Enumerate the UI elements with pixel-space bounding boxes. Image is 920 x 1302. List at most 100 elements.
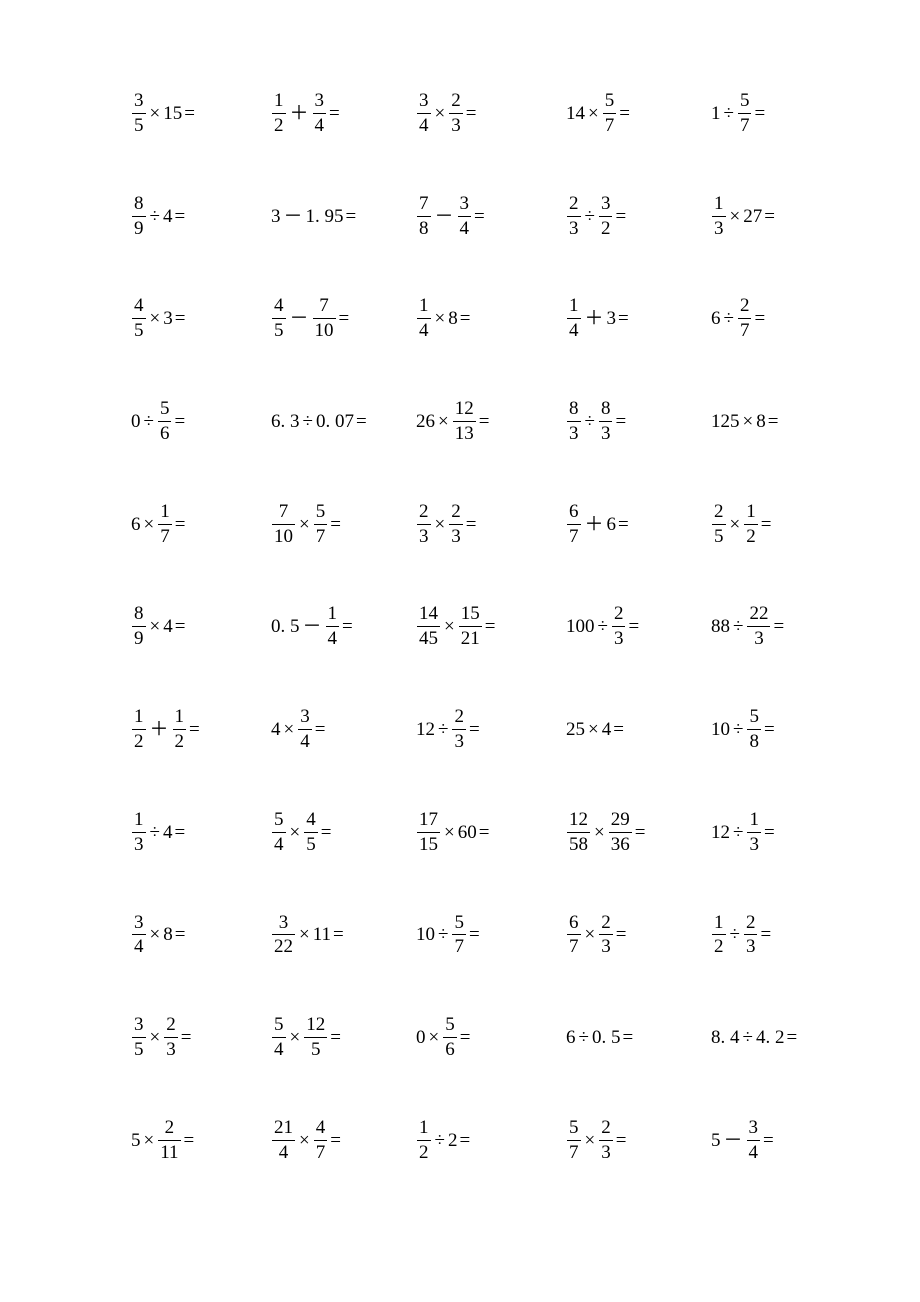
integer: 4: [163, 207, 173, 226]
equals: =: [189, 720, 200, 739]
problem: 14×8=: [415, 295, 565, 342]
fraction: 57: [314, 501, 328, 548]
operator: ＋: [585, 515, 604, 534]
equals: =: [329, 104, 340, 123]
integer: 27: [743, 207, 762, 226]
fraction: 27: [738, 295, 752, 342]
equals: =: [479, 412, 490, 431]
operator: －: [284, 207, 303, 226]
operator: ÷: [598, 617, 608, 636]
operator: ×: [435, 515, 446, 534]
equals: =: [466, 515, 477, 534]
fraction: 56: [443, 1014, 457, 1061]
fraction: 1258: [567, 809, 590, 856]
equals: =: [616, 1131, 627, 1150]
integer: 0. 07: [316, 412, 354, 431]
fraction: 57: [452, 912, 466, 959]
operator: ×: [743, 412, 754, 431]
operator: ×: [299, 1131, 310, 1150]
fraction: 12: [173, 706, 187, 753]
problem: 0×56=: [415, 1014, 565, 1061]
fraction: 12: [272, 90, 286, 137]
fraction: 58: [747, 706, 761, 753]
equals: =: [615, 207, 626, 226]
problem: 8. 4÷4. 2=: [710, 1028, 840, 1047]
equals: =: [330, 1028, 341, 1047]
operator: ×: [290, 1028, 301, 1047]
operator: ÷: [438, 925, 448, 944]
fraction: 34: [458, 193, 472, 240]
fraction: 23: [449, 501, 463, 548]
equals: =: [622, 1028, 633, 1047]
problem: 45×3=: [130, 295, 270, 342]
equals: =: [469, 925, 480, 944]
fraction: 67: [567, 912, 581, 959]
fraction: 1445: [417, 603, 440, 650]
operator: ×: [444, 823, 455, 842]
worksheet-page: 35×15=12＋34=34×23=14×57=1÷57=89÷4=3－1. 9…: [0, 0, 920, 1302]
problem: 35×15=: [130, 90, 270, 137]
integer: 11: [313, 925, 331, 944]
integer: 0. 5: [592, 1028, 621, 1047]
integer: 26: [416, 412, 435, 431]
operator: ÷: [150, 823, 160, 842]
integer: 4. 2: [756, 1028, 785, 1047]
operator: ÷: [438, 720, 448, 739]
equals: =: [175, 925, 186, 944]
integer: 8. 4: [711, 1028, 740, 1047]
integer: 14: [566, 104, 585, 123]
fraction: 89: [132, 193, 146, 240]
equals: =: [485, 617, 496, 636]
problem: 54×45=: [270, 809, 415, 856]
equals: =: [479, 823, 490, 842]
problem: 45－710=: [270, 295, 415, 342]
fraction: 83: [567, 398, 581, 445]
operator: ÷: [435, 1131, 445, 1150]
fraction: 32: [599, 193, 613, 240]
operator: ×: [438, 412, 449, 431]
problem: 23×23=: [415, 501, 565, 548]
problem: 1715×60=: [415, 809, 565, 856]
fraction: 12: [744, 501, 758, 548]
problem: 57×23=: [565, 1117, 710, 1164]
fraction: 13: [132, 809, 146, 856]
integer: 10: [711, 720, 730, 739]
fraction: 14: [567, 295, 581, 342]
fraction: 35: [132, 90, 146, 137]
fraction: 1521: [459, 603, 482, 650]
integer: 8: [448, 309, 458, 328]
integer: 125: [711, 412, 740, 431]
equals: =: [619, 104, 630, 123]
operator: ÷: [303, 412, 313, 431]
problem: 67×23=: [565, 912, 710, 959]
fraction: 710: [313, 295, 336, 342]
equals: =: [330, 1131, 341, 1150]
operator: ×: [150, 617, 161, 636]
fraction: 214: [272, 1117, 295, 1164]
fraction: 23: [449, 90, 463, 137]
integer: 5: [711, 1131, 721, 1150]
integer: 6: [131, 515, 141, 534]
operator: ÷: [733, 720, 743, 739]
fraction: 13: [712, 193, 726, 240]
fraction: 1715: [417, 809, 440, 856]
problem: 125×8=: [710, 412, 840, 431]
integer: 6: [566, 1028, 576, 1047]
equals: =: [615, 412, 626, 431]
problem: 5×211=: [130, 1117, 270, 1164]
fraction: 23: [744, 912, 758, 959]
integer: 0: [416, 1028, 426, 1047]
fraction: 34: [313, 90, 327, 137]
problem: 25×4=: [565, 720, 710, 739]
operator: ×: [299, 925, 310, 944]
operator: ×: [730, 207, 741, 226]
equals: =: [184, 104, 195, 123]
problem: 26×1213=: [415, 398, 565, 445]
integer: 12: [416, 720, 435, 739]
equals: =: [764, 720, 775, 739]
fraction: 47: [314, 1117, 328, 1164]
operator: ÷: [150, 207, 160, 226]
integer: 6. 3: [271, 412, 300, 431]
operator: ×: [444, 617, 455, 636]
equals: =: [474, 207, 485, 226]
